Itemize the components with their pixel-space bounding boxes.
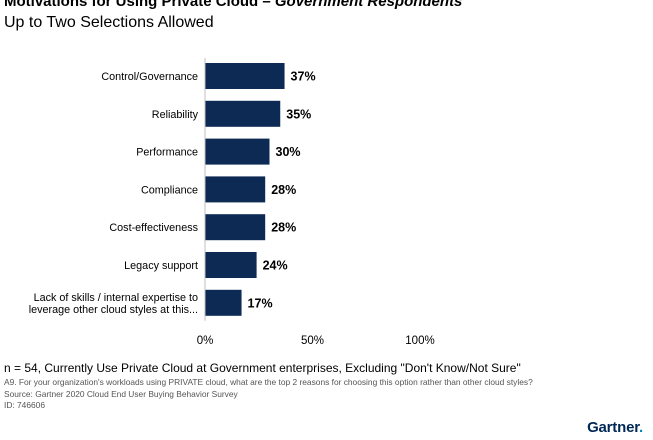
bar-2 — [205, 100, 281, 127]
category-labels: Control/Governance Reliability Performance… — [29, 71, 199, 316]
bar-7 — [205, 289, 242, 316]
category-label-line: Reliability — [152, 109, 199, 121]
category-label-line: Legacy support — [124, 260, 198, 272]
category-label-line: Lack of skills / internal expertise to — [34, 292, 198, 304]
bar-1 — [205, 63, 285, 89]
x-tick-label-3: 100% — [405, 335, 434, 347]
bar-group — [205, 63, 285, 316]
value-label-6: 24% — [263, 259, 288, 273]
sample-footnote: n = 54, Currently Use Private Cloud at G… — [4, 361, 521, 375]
logo-text: Gartner — [587, 419, 640, 436]
category-label-line: leverage other cloud styles at this... — [29, 304, 198, 316]
bar-4 — [205, 176, 266, 203]
source-footnote: Source: Gartner 2020 Cloud End User Buyi… — [4, 389, 238, 399]
chart-title-emphasis: Government Respondents — [274, 0, 463, 10]
value-label-1: 37% — [291, 70, 316, 84]
category-label-5: Cost-effectiveness — [109, 222, 198, 234]
bar-3 — [205, 138, 270, 165]
category-label-line: Control/Governance — [101, 71, 198, 83]
category-label-7: Lack of skills / internal expertise to le… — [29, 292, 198, 316]
x-tick-label-2: 50% — [301, 335, 324, 347]
x-tick-label-1: 0% — [197, 335, 214, 347]
bar-chart: Control/Governance Reliability Performance… — [29, 58, 435, 347]
category-label-1: Control/Governance — [101, 71, 198, 83]
chart-title: Motivations for Using Private Cloud – Go… — [4, 0, 462, 10]
category-label-line: Performance — [136, 147, 198, 159]
value-labels: 37% 35% 30% 28% 28% 24% 17% — [248, 70, 316, 311]
category-label-line: Compliance — [141, 184, 198, 196]
gartner-logo: Gartner. — [587, 419, 643, 436]
x-axis-tick-labels: 0% 50% 100% — [197, 335, 435, 347]
id-footnote: ID: 746606 — [4, 400, 45, 410]
value-label-2: 35% — [286, 107, 311, 121]
category-label-4: Compliance — [141, 184, 198, 196]
category-label-3: Performance — [136, 147, 198, 159]
value-label-7: 17% — [248, 296, 273, 310]
category-label-6: Legacy support — [124, 260, 198, 272]
bar-6 — [205, 252, 257, 278]
question-footnote: A9. For your organization's workloads us… — [4, 377, 533, 387]
value-label-5: 28% — [271, 221, 296, 235]
value-label-4: 28% — [271, 183, 296, 197]
category-label-line: Cost-effectiveness — [109, 222, 198, 234]
value-label-3: 30% — [276, 145, 301, 159]
bar-5 — [205, 214, 266, 241]
chart-subtitle: Up to Two Selections Allowed — [4, 14, 214, 31]
category-label-2: Reliability — [152, 109, 199, 121]
chart-title-main: Motivations for Using Private Cloud – — [4, 0, 275, 10]
logo-dot: . — [639, 419, 643, 436]
